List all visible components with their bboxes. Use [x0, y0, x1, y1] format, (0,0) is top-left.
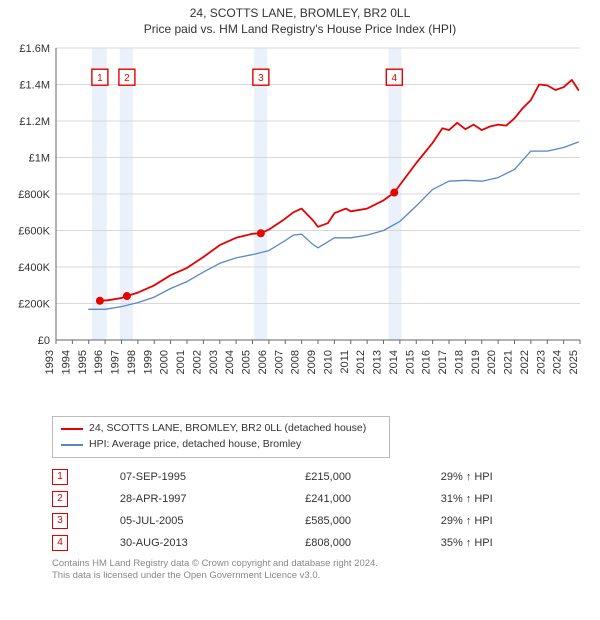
svg-text:1995: 1995	[77, 350, 89, 374]
svg-text:2001: 2001	[175, 350, 187, 374]
table-row: 3 05-JUL-2005£585,00029% ↑ HPI	[52, 510, 590, 532]
svg-text:£400K: £400K	[18, 262, 50, 274]
svg-text:2003: 2003	[208, 350, 220, 374]
sale-price: £215,000	[305, 466, 441, 488]
sale-delta: 29% ↑ HPI	[441, 466, 590, 488]
price-chart-svg: £0 £200K £400K £600K £800K £1M £1.2M £1.4M £1.6M…	[10, 40, 590, 410]
svg-text:2002: 2002	[191, 350, 203, 374]
svg-text:2009: 2009	[306, 350, 318, 374]
svg-text:£600K: £600K	[18, 226, 50, 238]
svg-text:2: 2	[124, 73, 130, 84]
svg-text:1997: 1997	[110, 350, 122, 374]
chart-container: { "title_line1": "24, SCOTTS LANE, BROML…	[0, 0, 600, 620]
svg-text:2022: 2022	[519, 350, 531, 374]
legend-label: HPI: Average price, detached house, Brom…	[89, 437, 301, 453]
svg-text:2015: 2015	[404, 350, 416, 374]
svg-text:1998: 1998	[126, 350, 138, 374]
svg-text:2025: 2025	[568, 350, 580, 374]
table-row: 4 30-AUG-2013£808,00035% ↑ HPI	[52, 532, 590, 554]
svg-text:£200K: £200K	[18, 299, 50, 311]
svg-text:£1.2M: £1.2M	[19, 116, 50, 128]
table-row: 1 07-SEP-1995£215,00029% ↑ HPI	[52, 466, 590, 488]
svg-text:4: 4	[392, 73, 398, 84]
svg-text:2018: 2018	[453, 350, 465, 374]
svg-text:2004: 2004	[224, 350, 236, 374]
sale-date: 30-AUG-2013	[120, 532, 305, 554]
sale-date: 28-APR-1997	[120, 488, 305, 510]
svg-text:£0: £0	[38, 335, 50, 347]
svg-text:2016: 2016	[421, 350, 433, 374]
footer-line-2: This data is licensed under the Open Gov…	[52, 570, 590, 583]
chart-title-address: 24, SCOTTS LANE, BROMLEY, BR2 0LL	[10, 6, 590, 20]
legend-label: 24, SCOTTS LANE, BROMLEY, BR2 0LL (detac…	[89, 421, 366, 437]
legend-item: 24, SCOTTS LANE, BROMLEY, BR2 0LL (detac…	[61, 421, 381, 437]
svg-text:2024: 2024	[552, 350, 564, 374]
svg-text:£800K: £800K	[18, 189, 50, 201]
svg-text:2012: 2012	[355, 350, 367, 374]
sale-badge: 4	[52, 535, 68, 551]
svg-text:3: 3	[258, 73, 264, 84]
svg-text:2023: 2023	[535, 350, 547, 374]
sale-price: £241,000	[305, 488, 441, 510]
svg-text:2021: 2021	[503, 350, 515, 374]
table-row: 2 28-APR-1997£241,00031% ↑ HPI	[52, 488, 590, 510]
svg-text:£1M: £1M	[29, 153, 50, 165]
svg-text:2014: 2014	[388, 350, 400, 374]
chart-title-desc: Price paid vs. HM Land Registry's House …	[10, 22, 590, 36]
sale-price: £585,000	[305, 510, 441, 532]
sale-badge: 1	[52, 469, 68, 485]
svg-text:2007: 2007	[273, 350, 285, 374]
svg-text:2010: 2010	[322, 350, 334, 374]
sales-table: 1 07-SEP-1995£215,00029% ↑ HPI 2 28-APR-199…	[52, 466, 590, 554]
svg-text:1993: 1993	[44, 350, 56, 374]
svg-text:1994: 1994	[60, 350, 72, 374]
svg-text:2006: 2006	[257, 350, 269, 374]
svg-text:2005: 2005	[241, 350, 253, 374]
sale-date: 05-JUL-2005	[120, 510, 305, 532]
svg-text:1: 1	[97, 73, 103, 84]
svg-text:2013: 2013	[372, 350, 384, 374]
svg-text:2011: 2011	[339, 350, 351, 374]
sale-delta: 31% ↑ HPI	[441, 488, 590, 510]
sale-delta: 35% ↑ HPI	[441, 532, 590, 554]
sale-delta: 29% ↑ HPI	[441, 510, 590, 532]
svg-text:2020: 2020	[486, 350, 498, 374]
sale-badge: 2	[52, 491, 68, 507]
legend-swatch	[61, 444, 83, 446]
svg-text:£1.4M: £1.4M	[19, 80, 50, 92]
svg-text:2008: 2008	[290, 350, 302, 374]
footer-attribution: Contains HM Land Registry data © Crown c…	[52, 558, 590, 584]
svg-text:1999: 1999	[142, 350, 154, 374]
legend-item: HPI: Average price, detached house, Brom…	[61, 437, 381, 453]
svg-text:2019: 2019	[470, 350, 482, 374]
svg-text:£1.6M: £1.6M	[19, 43, 50, 55]
svg-text:2017: 2017	[437, 350, 449, 374]
sale-price: £808,000	[305, 532, 441, 554]
legend: 24, SCOTTS LANE, BROMLEY, BR2 0LL (detac…	[52, 416, 390, 458]
legend-swatch	[61, 428, 83, 430]
footer-line-1: Contains HM Land Registry data © Crown c…	[52, 558, 590, 571]
svg-text:2000: 2000	[159, 350, 171, 374]
sale-date: 07-SEP-1995	[120, 466, 305, 488]
svg-text:1996: 1996	[93, 350, 105, 374]
sale-badge: 3	[52, 513, 68, 529]
chart-area: £0 £200K £400K £600K £800K £1M £1.2M £1.4M £1.6M…	[10, 40, 590, 410]
